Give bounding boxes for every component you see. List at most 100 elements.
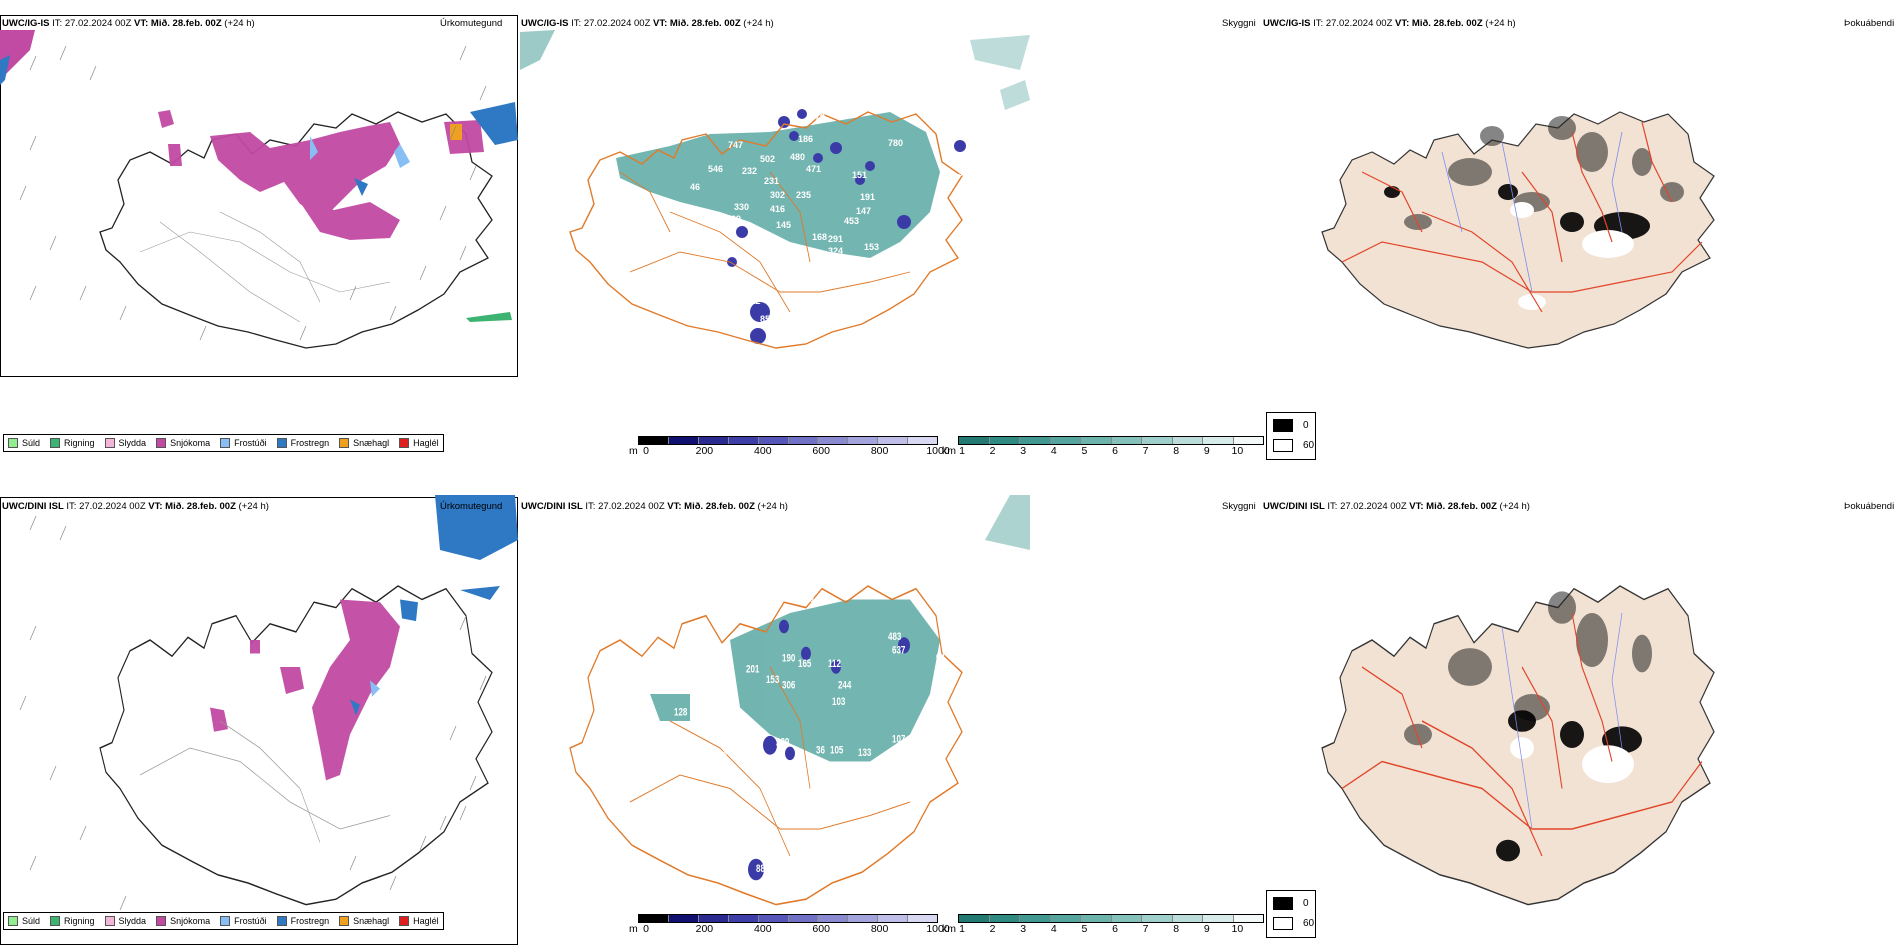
- legend-label: Snjókoma: [170, 916, 211, 926]
- svg-text:453: 453: [844, 216, 859, 226]
- precip-legend-item: Slydda: [104, 438, 146, 448]
- precip-legend-item: Súld: [8, 438, 40, 448]
- colorbar-unit: km: [942, 445, 956, 457]
- colorbar-tick: 800: [870, 923, 889, 935]
- fog-title-row2: Þokuábendi: [1844, 501, 1895, 512]
- visibility-colorbar-row2: km 1 2 3 4 5 6 7 8 9 10: [942, 914, 1264, 935]
- fog-swatch-60: [1273, 439, 1293, 452]
- colorbar-tick: 2: [989, 445, 996, 457]
- colorbar-cell: [878, 915, 909, 922]
- precip-type-panel-row1: [0, 15, 518, 377]
- legend-swatch: [104, 438, 115, 448]
- vis-title-row2: Skyggni: [1222, 501, 1256, 512]
- svg-text:235: 235: [796, 190, 811, 200]
- svg-text:379: 379: [810, 112, 825, 122]
- ceiling-colorbar-row1: m 0 200 400 600 800 1000: [629, 436, 950, 457]
- colorbar-cell: [989, 437, 1020, 444]
- legend-label: Slydda: [118, 916, 147, 926]
- colorbar-tick: 0: [643, 445, 649, 457]
- precip-legend-item: Súld: [8, 916, 40, 926]
- svg-text:153: 153: [864, 242, 879, 252]
- colorbar-cell: [698, 437, 729, 444]
- colorbar-cell: [1233, 437, 1263, 444]
- colorbar-tick: 400: [754, 923, 772, 935]
- svg-text:46: 46: [690, 182, 700, 192]
- svg-text:88: 88: [756, 863, 765, 876]
- svg-text:112: 112: [828, 658, 841, 671]
- colorbar-cell: [788, 437, 819, 444]
- legend-label: Rigning: [64, 438, 95, 448]
- legend-swatch: [50, 916, 61, 926]
- fog-title-row1: Þokuábendi: [1844, 18, 1895, 29]
- colorbar-tick: 1000: [926, 445, 950, 457]
- precip-legend-item: Frostúði: [220, 916, 267, 926]
- precip-legend-item: Snjókoma: [156, 916, 210, 926]
- colorbar-cell: [639, 437, 669, 444]
- panel-header-precip-row2: UWC/DINI ISL IT: 27.02.2024 00Z VT: Mið.…: [2, 501, 269, 512]
- svg-text:191: 191: [860, 192, 875, 202]
- svg-text:151: 151: [852, 170, 867, 180]
- svg-text:186: 186: [798, 134, 813, 144]
- panel-header-fog-row1: UWC/IG-IS IT: 27.02.2024 00Z VT: Mið. 28…: [1263, 18, 1516, 29]
- wind-barbs-row1: [19, 45, 487, 341]
- colorbar-cell: [1142, 437, 1173, 444]
- precip-legend-item: Haglél: [399, 438, 439, 448]
- svg-text:483: 483: [888, 631, 901, 644]
- precip-type-panel-row2: [0, 497, 518, 945]
- colorbar-tick: 4: [1050, 445, 1057, 457]
- precip-map-row2: [99, 585, 493, 906]
- colorbar-cell: [959, 915, 990, 922]
- svg-text:339: 339: [724, 736, 737, 749]
- legend-swatch: [339, 916, 350, 926]
- colorbar-tick: 8: [1173, 923, 1180, 935]
- colorbar-cell: [848, 915, 879, 922]
- colorbar-unit: km: [942, 923, 956, 935]
- vis-map-row2: 201 153 306 190 165 112 244 103 483 637 94 107 2…: [569, 585, 963, 906]
- colorbar-cell: [878, 437, 909, 444]
- svg-text:291: 291: [828, 234, 843, 244]
- colorbar-cell: [1020, 915, 1051, 922]
- legend-label: Frostregn: [290, 916, 330, 926]
- colorbar-cell: [1050, 437, 1081, 444]
- precip-legend-item: Frostregn: [276, 438, 330, 448]
- colorbar-cell: [698, 915, 729, 922]
- svg-text:546: 546: [708, 164, 723, 174]
- svg-text:145: 145: [776, 220, 791, 230]
- svg-text:232: 232: [742, 166, 757, 176]
- legend-label: Súld: [22, 438, 41, 448]
- colorbar-cell: [1203, 915, 1234, 922]
- svg-text:107: 107: [892, 734, 905, 747]
- legend-swatch: [399, 916, 410, 926]
- colorbar-tick: 600: [812, 923, 830, 935]
- colorbar-tick: 8: [1173, 445, 1180, 457]
- colorbar-tick: 9: [1203, 445, 1210, 457]
- colorbar-cell: [1172, 437, 1203, 444]
- svg-text:244: 244: [838, 680, 852, 693]
- colorbar-cell: [1111, 437, 1142, 444]
- svg-text:168: 168: [812, 232, 827, 242]
- precip-title-row1: Úrkomutegund: [440, 18, 503, 29]
- colorbar-cell: [1081, 437, 1112, 444]
- fog-swatch-60: [1273, 917, 1293, 930]
- legend-swatch: [220, 916, 231, 926]
- precip-legend-row1: Súld Rigning Slydda Snjókoma Frostúði Frostre…: [3, 434, 444, 452]
- svg-text:36: 36: [816, 744, 825, 757]
- colorbar-cell: [639, 915, 669, 922]
- colorbar-tick: 1: [959, 923, 965, 935]
- legend-swatch: [220, 438, 231, 448]
- colorbar-cell: [848, 437, 879, 444]
- precip-legend-item: Slydda: [104, 916, 147, 926]
- colorbar-cell: [1203, 437, 1234, 444]
- colorbar-tick: 600: [812, 445, 830, 457]
- colorbar-cell: [1081, 915, 1112, 922]
- colorbar-cell: [788, 915, 819, 922]
- fog-legend-row1: 0 60: [1266, 412, 1316, 460]
- legend-swatch: [104, 916, 115, 926]
- svg-text:112: 112: [746, 296, 761, 306]
- legend-label: Haglél: [413, 438, 439, 448]
- colorbar-tick: 10: [1231, 923, 1244, 935]
- fog-legend-row2: 0 60: [1266, 890, 1316, 938]
- svg-text:416: 416: [770, 204, 785, 214]
- legend-label: Frostregn: [290, 438, 330, 448]
